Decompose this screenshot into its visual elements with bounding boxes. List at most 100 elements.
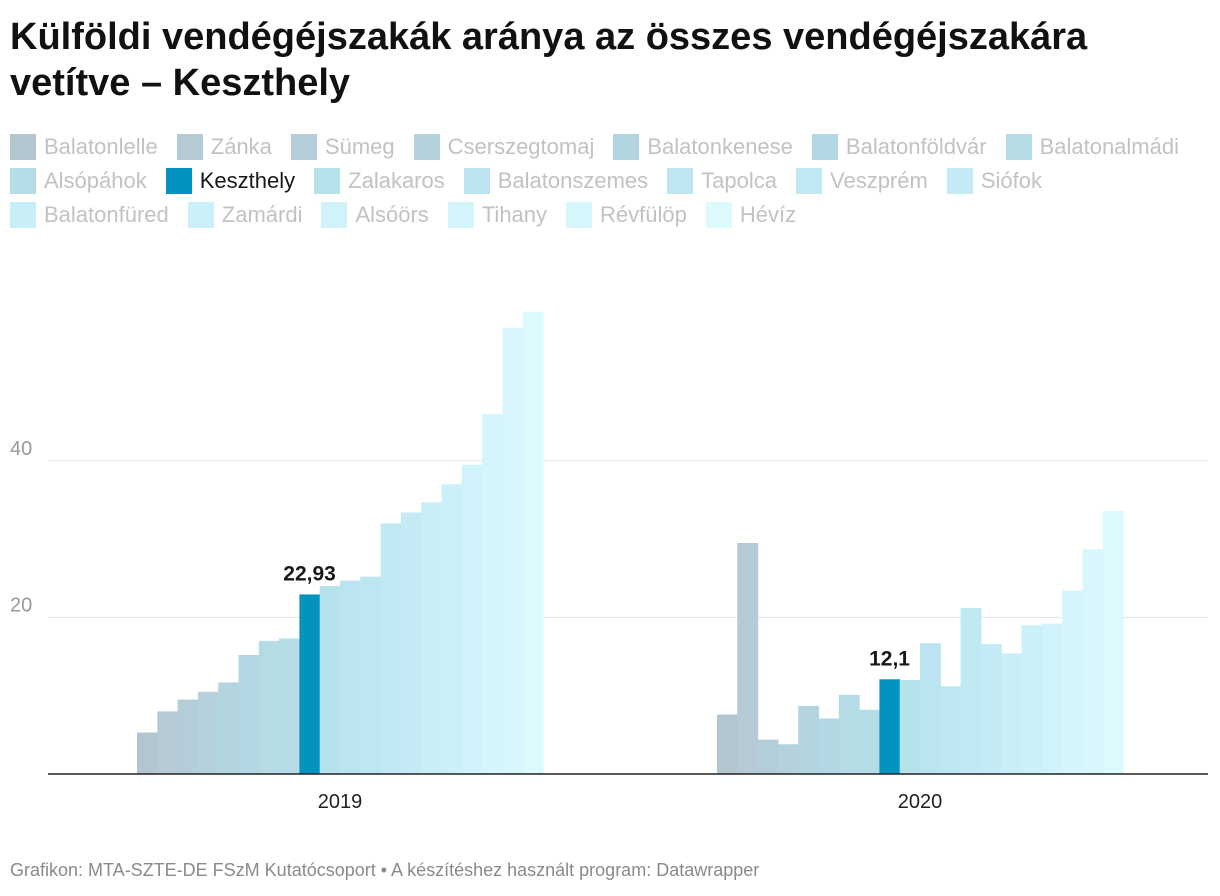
legend-item-sumeg[interactable]: Sümeg	[290, 130, 395, 164]
legend-swatch	[314, 168, 341, 194]
bar-cserszegtomaj-2020	[777, 744, 799, 774]
legend-swatch	[10, 202, 36, 228]
bar-alsoors-2019	[461, 464, 483, 774]
bar-balatonfoldvar-2019	[238, 654, 260, 774]
bar-zamardi-2020	[1021, 625, 1043, 774]
legend-item-balatonszemes[interactable]: Balatonszemes	[463, 164, 649, 198]
legend-item-alsoors[interactable]: Alsóörs	[321, 198, 429, 232]
bar-balatonalmadi-2019	[258, 640, 280, 774]
legend-item-tapolca[interactable]: Tapolca	[667, 164, 777, 198]
legend-item-zanka[interactable]: Zánka	[176, 130, 272, 164]
legend-label: Balatonszemes	[497, 168, 649, 193]
legend-swatch	[705, 202, 732, 228]
legend-item-balatonlelle[interactable]: Balatonlelle	[10, 130, 158, 164]
bar-alsoors-2020	[1041, 623, 1063, 774]
bar-zalakaros-2019	[319, 586, 341, 774]
data-label-keszthely-2020: 12,1	[869, 647, 910, 670]
legend-label: Cserszegtomaj	[447, 134, 595, 159]
legend-swatch	[447, 202, 474, 228]
legend-swatch	[796, 168, 822, 194]
legend-label: Veszprém	[830, 168, 928, 193]
legend-swatch	[10, 134, 36, 160]
bar-zalakaros-2020	[899, 680, 921, 774]
legend-label: Révfülöp	[600, 202, 687, 227]
bar-heviz-2020	[1102, 510, 1124, 774]
legend-item-veszprem[interactable]: Veszprém	[796, 164, 928, 198]
x-tick-label: 2020	[898, 791, 943, 813]
legend-swatch	[10, 168, 36, 194]
legend-label: Balatonfüred	[44, 202, 169, 227]
bar-balatonszemes-2019	[340, 580, 361, 774]
y-tick-label: 20	[10, 594, 32, 616]
bar-keszthely-2019	[299, 594, 321, 774]
x-tick-label: 2019	[318, 791, 363, 813]
bar-tapolca-2020	[940, 686, 962, 774]
legend-swatch	[811, 134, 838, 160]
legend-swatch	[321, 202, 348, 228]
bar-heviz-2019	[522, 312, 544, 774]
legend-swatch	[165, 168, 192, 194]
legend-label: Alsóörs	[355, 202, 429, 227]
legend-label: Alsópáhok	[44, 168, 147, 193]
y-tick-label: 40	[10, 438, 32, 460]
bar-balatonfured-2019	[421, 502, 443, 774]
bar-balatonlelle-2019	[137, 732, 158, 774]
legend-label: Zánka	[210, 134, 272, 159]
legend-swatch	[566, 202, 593, 228]
bar-balatonfured-2020	[1001, 653, 1023, 774]
bar-alsopahok-2019	[279, 638, 300, 774]
bar-zanka-2020	[737, 543, 759, 774]
legend-item-alsopahok[interactable]: Alsópáhok	[10, 164, 147, 198]
bar-balatonalmadi-2020	[838, 694, 860, 774]
bar-tihany-2019	[482, 413, 503, 774]
legend-swatch	[187, 202, 214, 228]
bar-sumeg-2019	[177, 699, 199, 775]
legend-item-balatonkenese[interactable]: Balatonkenese	[613, 130, 793, 164]
bar-revfulop-2019	[502, 327, 524, 774]
legend-label: Balatonkenese	[647, 134, 793, 159]
legend-item-balatonfured[interactable]: Balatonfüred	[10, 198, 169, 232]
legend-label: Sümeg	[324, 134, 395, 159]
legend-label: Tihany	[481, 202, 548, 227]
legend-label: Hévíz	[739, 202, 797, 227]
bar-zamardi-2019	[441, 484, 463, 774]
legend-swatch	[176, 134, 203, 160]
legend-swatch	[290, 134, 317, 160]
legend-item-keszthely[interactable]: Keszthely	[165, 164, 296, 198]
bar-keszthely-2020	[879, 679, 901, 774]
bar-balatonkenese-2020	[798, 705, 820, 774]
legend-item-revfulop[interactable]: Révfülöp	[566, 198, 687, 232]
bar-alsopahok-2020	[859, 709, 880, 774]
bar-balatonszemes-2020	[920, 643, 941, 774]
legend-item-zalakaros[interactable]: Zalakaros	[314, 164, 445, 198]
legend-label: Zalakaros	[348, 168, 445, 193]
bar-cserszegtomaj-2019	[197, 691, 219, 774]
bar-tapolca-2019	[360, 576, 382, 774]
legend-label: Siófok	[980, 168, 1042, 193]
legend-label: Tapolca	[701, 168, 777, 193]
legend-item-zamardi[interactable]: Zamárdi	[187, 198, 302, 232]
legend-item-balatonfoldvar[interactable]: Balatonföldvár	[811, 130, 987, 164]
chart-title: Külföldi vendégéjszakák aránya az összes…	[10, 16, 1088, 104]
bar-revfulop-2020	[1082, 549, 1104, 774]
legend-item-heviz[interactable]: Hévíz	[705, 198, 797, 232]
legend-label: Balatonföldvár	[845, 134, 987, 159]
legend-swatch	[667, 168, 694, 194]
legend-item-balatonalmadi[interactable]: Balatonalmádi	[1005, 130, 1179, 164]
bar-tihany-2020	[1062, 590, 1083, 774]
legend-item-cserszegtomaj[interactable]: Cserszegtomaj	[413, 130, 595, 164]
bar-siofok-2019	[400, 512, 422, 774]
data-label-keszthely-2019: 22,93	[283, 562, 336, 585]
legend-label: Balatonalmádi	[1039, 134, 1179, 159]
bar-veszprem-2019	[380, 523, 402, 774]
legend-swatch	[1005, 134, 1032, 160]
legend-item-siofok[interactable]: Siófok	[946, 164, 1042, 198]
legend: Balatonlelle Zánka Sümeg Cserszegtomaj Balat…	[10, 130, 1215, 232]
legend-label: Keszthely	[199, 168, 296, 193]
bar-balatonfoldvar-2020	[818, 718, 840, 774]
legend-swatch	[613, 134, 640, 160]
bar-balatonkenese-2019	[218, 682, 240, 774]
bar-balatonlelle-2020	[717, 714, 738, 774]
legend-item-tihany[interactable]: Tihany	[447, 198, 548, 232]
